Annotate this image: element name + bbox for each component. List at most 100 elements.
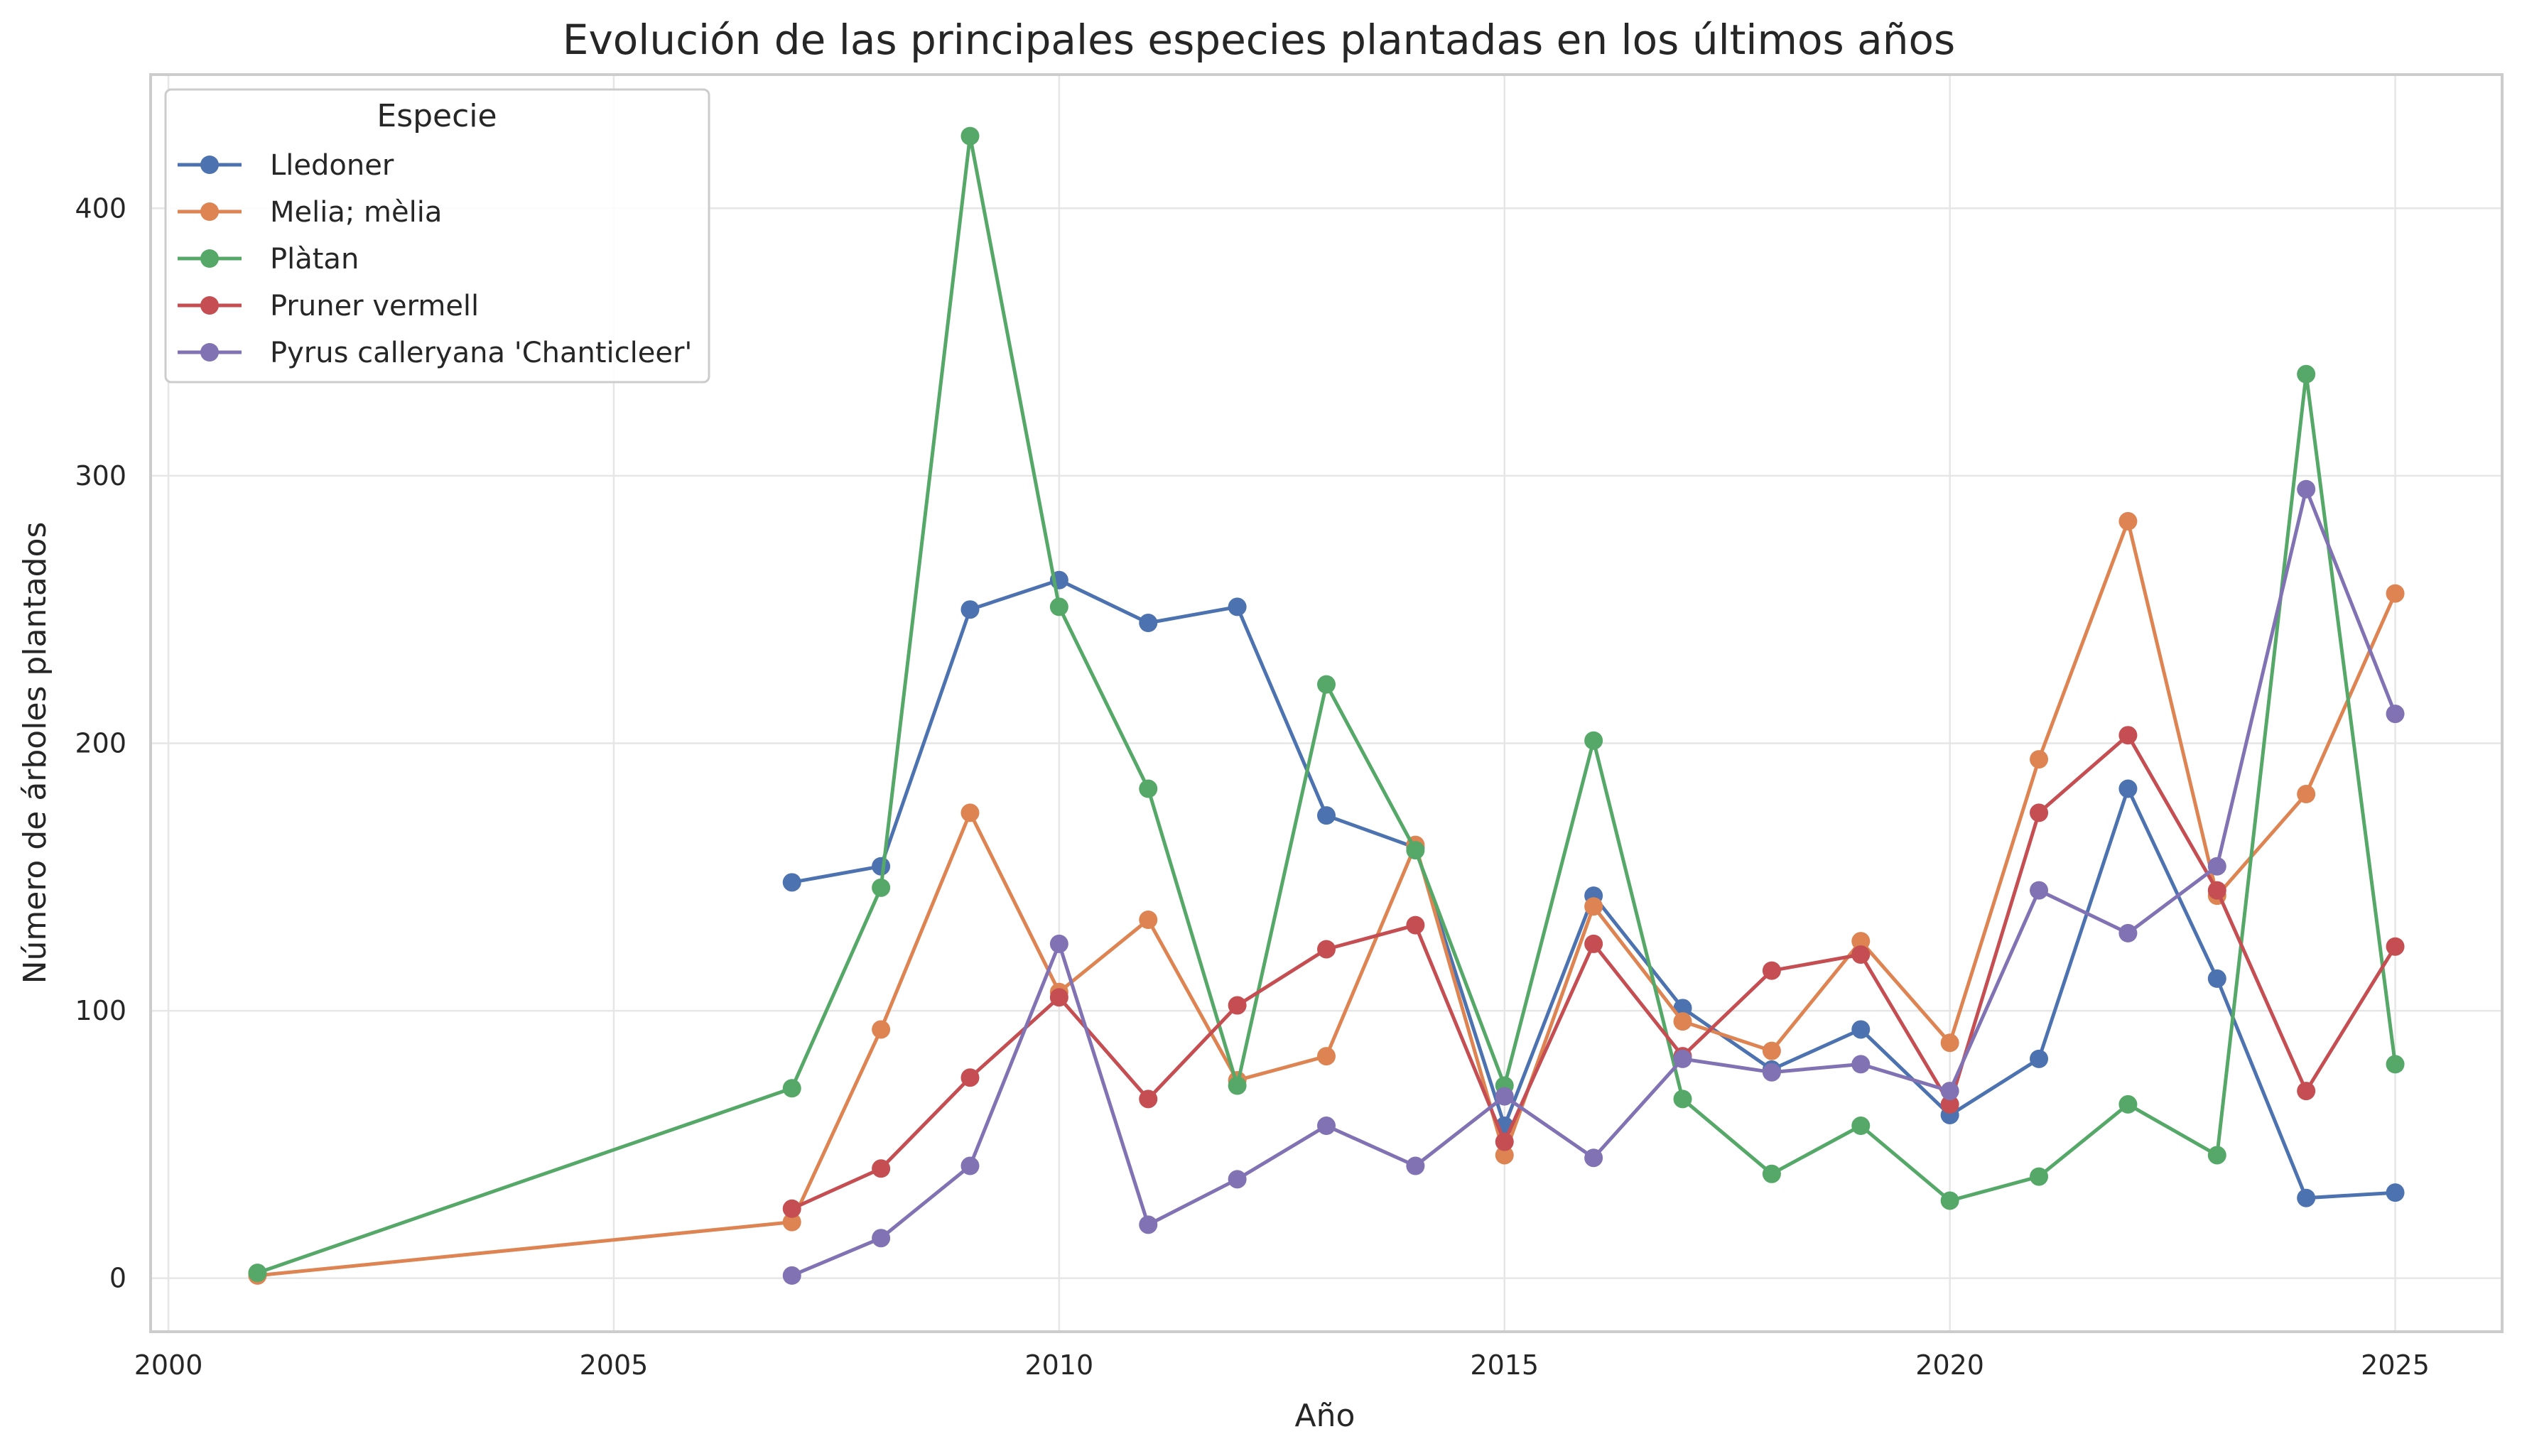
data-point [2118, 726, 2138, 745]
data-point [2386, 705, 2405, 724]
legend-label: Pyrus calleryana 'Chanticleer' [270, 337, 692, 369]
data-point [2386, 1055, 2405, 1074]
data-point [1228, 1076, 1247, 1095]
data-point [782, 1199, 801, 1218]
legend-item: Plàtan [178, 243, 359, 276]
data-point [1317, 1117, 1336, 1136]
data-point [1584, 897, 1603, 916]
series-line [791, 733, 2397, 1211]
data-point [1406, 916, 1425, 935]
data-point [2386, 1183, 2405, 1202]
data-point [1049, 988, 1068, 1007]
data-point [2297, 1082, 2316, 1101]
series-line [256, 134, 2397, 1275]
data-point [2030, 803, 2049, 822]
data-point [2297, 1188, 2316, 1207]
data-point [1228, 1170, 1247, 1189]
data-point [2118, 1094, 2138, 1114]
data-point [2297, 479, 2316, 499]
legend-label: Melia; mèlia [270, 196, 442, 229]
data-point [2118, 511, 2138, 531]
data-point [1495, 1087, 1514, 1106]
data-point [1851, 945, 1871, 964]
data-point [1406, 1156, 1425, 1175]
data-point [1940, 1094, 1959, 1114]
x-tick-label: 2000 [134, 1349, 203, 1381]
x-tick-label: 2015 [1470, 1349, 1539, 1381]
data-point [1851, 1117, 1871, 1136]
data-point [1851, 932, 1871, 951]
data-point [248, 1264, 267, 1283]
data-point [1940, 1191, 1959, 1210]
data-point [1584, 934, 1603, 953]
series-3 [782, 726, 2405, 1218]
chart-title: Evolución de las principales especies pl… [563, 16, 1955, 64]
legend-box [164, 88, 710, 384]
data-point [872, 1229, 891, 1248]
data-point [2118, 923, 2138, 942]
data-point [1673, 1012, 1692, 1031]
data-point [782, 1079, 801, 1098]
series-lines [248, 126, 2405, 1285]
data-point [1139, 779, 1158, 798]
y-tick-label: 200 [75, 727, 126, 759]
legend-label: Lledoner [270, 149, 394, 182]
data-point [2207, 969, 2226, 988]
plot-frame [149, 73, 2504, 1333]
legend-items: Lledoner Melia; mèlia Plàtan Pruner vermell… [178, 149, 692, 369]
legend-marker [200, 249, 219, 268]
data-point [1317, 675, 1336, 694]
data-point [960, 1156, 980, 1175]
data-point [1406, 841, 1425, 860]
legend: Especie Lledoner Melia; mèlia Plàtan Pruner… [164, 88, 710, 384]
legend-marker [200, 343, 219, 362]
data-point [960, 803, 980, 822]
data-point [1139, 1215, 1158, 1234]
data-point [1851, 1055, 1871, 1074]
data-point [1673, 1049, 1692, 1068]
legend-item: Pruner vermell [178, 290, 479, 322]
data-point [2118, 779, 2138, 798]
x-tick-label: 2025 [2361, 1349, 2430, 1381]
tick-labels: 2000 2005 2010 2015 2020 2025 0 100 200 300 400 [75, 192, 2429, 1381]
legend-item: Pyrus calleryana 'Chanticleer' [178, 337, 692, 369]
data-point [1673, 1090, 1692, 1109]
data-point [1317, 1047, 1336, 1066]
legend-label: Pruner vermell [270, 290, 479, 322]
x-tick-label: 2005 [580, 1349, 649, 1381]
x-tick-label: 2020 [1915, 1349, 1984, 1381]
data-point [1584, 1148, 1603, 1168]
data-point [2386, 584, 2405, 603]
data-point [782, 1266, 801, 1285]
data-point [782, 1212, 801, 1232]
y-axis-label: Número de árboles plantados [17, 522, 53, 984]
data-point [2297, 364, 2316, 384]
data-point [1049, 934, 1068, 953]
data-point [2207, 881, 2226, 900]
data-point [1317, 940, 1336, 959]
data-point [960, 1068, 980, 1087]
data-point [872, 1159, 891, 1178]
data-point [1228, 996, 1247, 1015]
y-tick-label: 100 [75, 995, 126, 1026]
legend-item: Lledoner [178, 149, 394, 182]
data-point [2030, 1049, 2049, 1068]
y-tick-label: 0 [109, 1263, 126, 1294]
data-point [1851, 1020, 1871, 1039]
data-point [1762, 1164, 1781, 1183]
legend-marker [200, 296, 219, 315]
data-point [782, 873, 801, 892]
data-point [2030, 881, 2049, 900]
data-point [1762, 1041, 1781, 1060]
data-point [1317, 806, 1336, 825]
data-point [2207, 1146, 2226, 1165]
data-point [2386, 937, 2405, 956]
x-tick-label: 2010 [1025, 1349, 1094, 1381]
data-point [2207, 857, 2226, 876]
legend-marker [200, 202, 219, 221]
data-point [2030, 750, 2049, 769]
series-line [257, 519, 2397, 1278]
data-point [960, 600, 980, 619]
series-1 [248, 511, 2405, 1285]
